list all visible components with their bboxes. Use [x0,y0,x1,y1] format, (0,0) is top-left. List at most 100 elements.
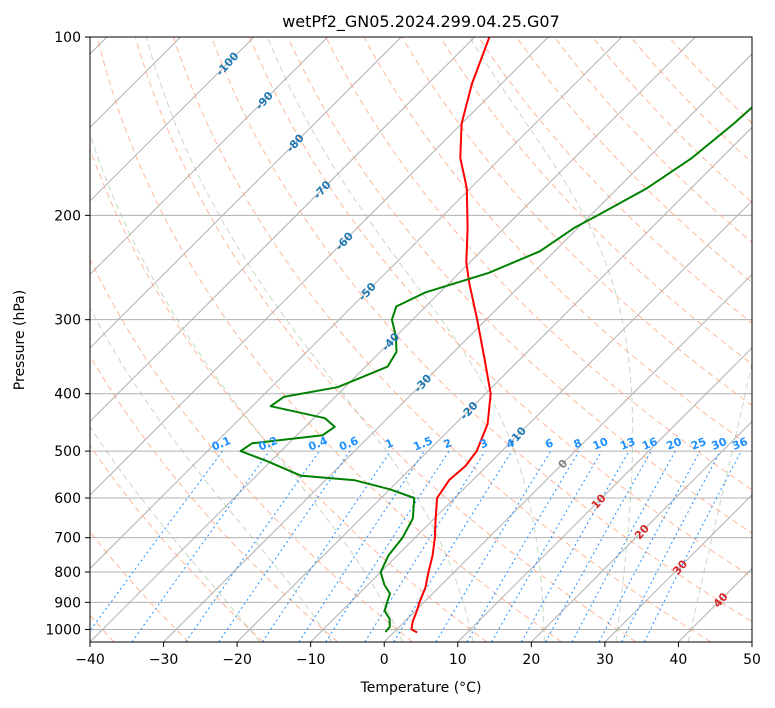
mixing-ratio-line [435,450,552,642]
x-tick-label: 0 [380,652,389,668]
x-tick-label: −30 [149,652,179,668]
isotherm-line [678,567,752,642]
mixing-ratio-line [364,450,486,642]
mixing-ratio-line [325,450,450,642]
mixing-ratio-label: 10 [591,435,610,453]
isotherm-line [90,37,549,496]
dry-adiabat-line [90,444,264,642]
x-tick-label: 50 [743,652,761,668]
mixing-ratio-label: 30 [710,435,729,453]
dry-adiabat-line [211,37,752,623]
mixing-ratio-line [621,450,721,642]
dry-adiabat-line [554,37,752,243]
x-axis-label: Temperature (°C) [360,680,482,696]
mixing-ratio-label: 25 [689,435,708,453]
dry-adiabat-line [477,37,752,324]
mixing-ratio-line [218,450,351,642]
mixing-ratio-label: 20 [665,435,684,453]
dry-adiabat-line [90,147,488,642]
dry-adiabat-line [249,37,752,578]
background-lines [90,37,752,642]
mixing-ratio-label: 36 [730,435,749,453]
isotherm-line [90,37,476,423]
x-tick-label: 40 [670,652,688,668]
mixing-ratio-line [90,450,224,632]
dry-adiabat-line [90,355,339,642]
dry-adiabat-line [90,530,190,642]
y-axis-label: Pressure (hPa) [12,290,28,390]
moist-adiabat-line [687,361,752,642]
mixing-ratio-label: 6 [543,436,555,451]
moist-adiabat-line [267,37,545,642]
mixing-ratio-line [643,450,742,642]
moist-adiabat-line [90,425,261,642]
mixing-ratio-line [298,450,425,642]
y-tick-label: 200 [54,208,81,224]
isotherm-line [604,494,752,642]
isotherm-line [457,347,752,642]
mixing-ratio-line [131,450,270,642]
dry-adiabat-line [592,37,752,203]
x-tick-label: 10 [449,652,467,668]
moist-adiabat-line [90,306,333,642]
dry-adiabat-line [401,37,752,406]
dry-adiabat-line [287,37,752,534]
y-tick-label: 100 [54,30,81,46]
profile-lines [239,37,752,634]
mixing-ratio-line [545,450,652,642]
plot-frame [89,36,753,643]
dry-adiabat-line [668,37,752,124]
dry-adiabat-line [90,258,413,642]
isotherm-line [90,37,255,202]
y-tick-label: 800 [54,565,81,581]
moist-adiabat-line [469,37,634,642]
mixing-ratio-line [185,450,320,642]
isotherm-line [236,126,752,642]
isotherm-line [163,53,752,642]
mixing-ratio-line [598,450,701,642]
axis-ticks: −40 −30 −20 −10 0 10 20 30 40 50 100 200 300 400 500 60… [45,30,761,668]
mixing-ratio-label: 13 [618,435,637,453]
mixing-ratio-label: 8 [572,436,584,451]
y-tick-label: 700 [54,531,81,547]
y-tick-label: 600 [54,491,81,507]
dry-adiabat-line [325,37,752,491]
mixing-ratio-line [466,450,580,642]
mixing-ratio-label: 16 [640,435,659,453]
y-tick-label: 500 [54,444,81,460]
dry-adiabat-line [363,37,752,448]
mixing-ratio-line [491,450,603,642]
y-tick-label: 400 [54,387,81,403]
isotherm-line [90,37,402,349]
isotherm-line [90,37,696,642]
dry-adiabat-line [134,37,637,642]
x-tick-label: −40 [75,652,105,668]
y-tick-label: 300 [54,313,81,329]
x-tick-label: 20 [522,652,540,668]
mixing-ratio-line [393,450,513,642]
isotherm-line [530,420,752,642]
x-tick-label: −10 [296,652,326,668]
mixing-ratio-line [571,450,676,642]
mixing-ratio-label: 2 [442,436,454,451]
dry-adiabat-line [515,37,752,284]
isotherm-line [90,37,328,276]
dewpoint-profile-line [239,106,752,633]
y-tick-label: 1000 [45,622,81,638]
x-tick-label: −20 [222,652,252,668]
dry-adiabat-line [96,37,562,642]
mixing-ratio-label: 3 [478,436,490,451]
mixing-ratio-line [521,450,630,642]
x-tick-label: 30 [596,652,614,668]
isotherm-line [90,37,623,570]
isotherm-line [751,641,752,642]
isotherm-line [383,273,752,642]
moist-adiabat-line [145,37,474,642]
moist-adiabat-line [90,132,404,642]
dry-adiabat-line [439,37,752,365]
chart-title: wetPf2_GN05.2024.299.04.25.G07 [282,12,560,32]
temperature-profile-line [410,37,492,634]
dry-adiabat-line [630,37,752,164]
isotherm-line [310,200,752,642]
